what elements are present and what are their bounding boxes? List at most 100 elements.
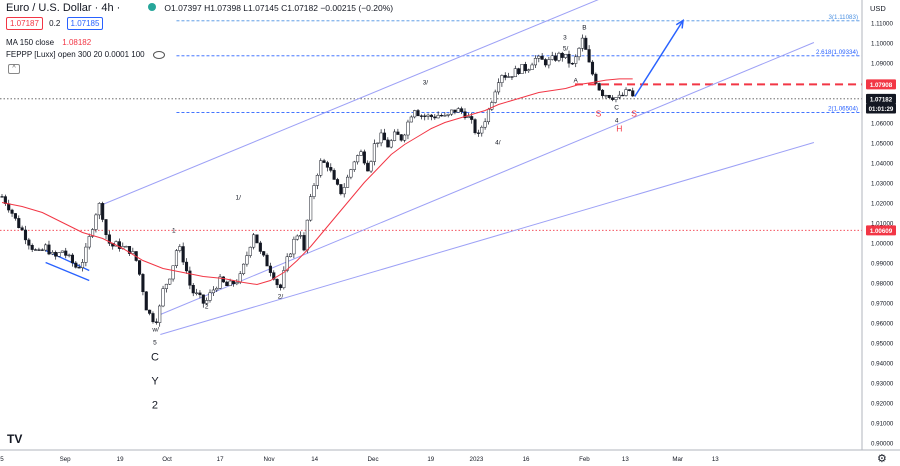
candle-body xyxy=(57,252,61,257)
ohlc-values: O1.07397 H1.07398 L1.07145 C1.07182 −0.0… xyxy=(164,3,394,13)
candle-body xyxy=(392,131,397,141)
candle-body xyxy=(325,162,329,168)
candle-body xyxy=(60,250,64,253)
candle-body xyxy=(342,187,346,195)
candle-body xyxy=(17,218,21,228)
settings-gear-icon[interactable]: ⚙ xyxy=(877,453,887,465)
candle-body xyxy=(597,83,601,91)
candle-body xyxy=(84,246,88,263)
candle-body xyxy=(443,115,447,117)
candle-body xyxy=(450,109,454,115)
candle-body xyxy=(292,238,296,255)
price-badge-label: 01:01:29 xyxy=(869,106,894,113)
candle-body xyxy=(10,209,14,214)
candle-body xyxy=(228,280,232,287)
price-badge xyxy=(866,93,896,104)
indicator-ma-value: 1.08182 xyxy=(62,38,92,47)
candle-body xyxy=(215,288,219,291)
candle-body xyxy=(101,203,105,220)
candle-body xyxy=(322,160,326,163)
time-tick-label: Nov xyxy=(264,456,276,463)
candle-body xyxy=(604,94,608,97)
candle-body xyxy=(577,48,581,58)
candle-body xyxy=(184,261,189,272)
collapse-legend-button[interactable]: ^ xyxy=(8,64,20,74)
candle-body xyxy=(258,242,262,252)
price-badge-label: 1.00609 xyxy=(870,228,893,235)
candle-body xyxy=(148,309,152,314)
candle-body xyxy=(104,219,108,235)
price-tick-label: 0.90000 xyxy=(871,441,894,448)
candle-body xyxy=(40,249,44,251)
candle-body xyxy=(127,246,132,254)
price-tick-label: 0.98000 xyxy=(871,281,894,288)
candle-body xyxy=(433,116,437,119)
wave-label: C xyxy=(614,105,619,112)
candle-body xyxy=(436,114,440,119)
candle-body xyxy=(208,292,212,301)
indicator-ma-legend[interactable]: MA 150 close 1.08182 xyxy=(6,38,91,47)
candle-body xyxy=(114,241,118,247)
candle-body xyxy=(376,142,380,144)
candle-body xyxy=(349,169,353,178)
indicator-ma-label: MA 150 close xyxy=(6,38,55,47)
candle-body xyxy=(181,246,185,263)
candle-body xyxy=(570,63,574,65)
price-tick-label: 1.11000 xyxy=(871,21,893,28)
candle-body xyxy=(27,239,31,246)
price-tick-label: 1.04000 xyxy=(871,161,894,168)
symbol-title[interactable]: Euro / U.S. Dollar · 4h · xyxy=(6,2,121,15)
candle-body xyxy=(339,184,343,195)
candle-body xyxy=(319,160,323,176)
candle-body xyxy=(480,126,484,134)
sell-price-button[interactable]: 1.07187 xyxy=(6,17,43,30)
indicator-feppp-legend[interactable]: FEPPP [Luxx] open 300 20 0.0001 100 xyxy=(6,50,165,59)
candle-body xyxy=(13,213,17,219)
candle-body xyxy=(554,55,558,61)
candle-body xyxy=(396,131,400,135)
time-tick-label: 14 xyxy=(311,456,318,463)
candle-body xyxy=(141,274,145,293)
candle-body xyxy=(537,55,541,59)
time-tick-label: 5 xyxy=(0,456,4,463)
price-tick-label: 0.93000 xyxy=(871,381,894,388)
candle-body xyxy=(369,161,373,172)
wave-label: B xyxy=(582,25,586,32)
trade-price-row: 1.07187 0.2 1.07185 xyxy=(6,17,104,30)
time-tick-label: 17 xyxy=(217,456,224,463)
price-tick-label: 0.96000 xyxy=(871,321,894,328)
candle-body xyxy=(476,132,480,134)
candles-layer xyxy=(0,34,635,327)
buy-price-button[interactable]: 1.07185 xyxy=(66,17,104,30)
candle-body xyxy=(138,260,142,275)
candle-body xyxy=(218,276,222,289)
price-tick-label: 1.01000 xyxy=(871,221,894,228)
price-badge xyxy=(866,79,896,90)
candle-body xyxy=(282,270,286,289)
candle-body xyxy=(614,97,618,100)
candle-body xyxy=(221,276,225,283)
candle-body xyxy=(131,251,135,254)
candle-body xyxy=(144,291,148,311)
price-tick-label: 1.09000 xyxy=(871,61,894,68)
wave-label: 4 xyxy=(615,118,619,125)
price-tick-label: 0.97000 xyxy=(871,301,894,308)
wave-label: A xyxy=(574,78,579,85)
candle-body xyxy=(362,151,366,164)
eye-hidden-icon[interactable] xyxy=(152,50,165,59)
candle-body xyxy=(117,241,121,249)
currency-label[interactable]: USD xyxy=(870,4,886,13)
wave-label: S xyxy=(596,109,602,119)
candle-body xyxy=(439,114,444,117)
ma150-line xyxy=(1,78,633,286)
wave-label: 3 xyxy=(563,35,567,42)
candle-body xyxy=(466,116,470,119)
wave-label: 2/ xyxy=(278,294,284,301)
candle-body xyxy=(379,132,383,144)
candle-body xyxy=(574,56,578,64)
candle-body xyxy=(205,300,209,304)
candle-body xyxy=(584,37,588,50)
time-tick-label: Feb xyxy=(579,456,590,463)
candle-body xyxy=(463,111,467,119)
